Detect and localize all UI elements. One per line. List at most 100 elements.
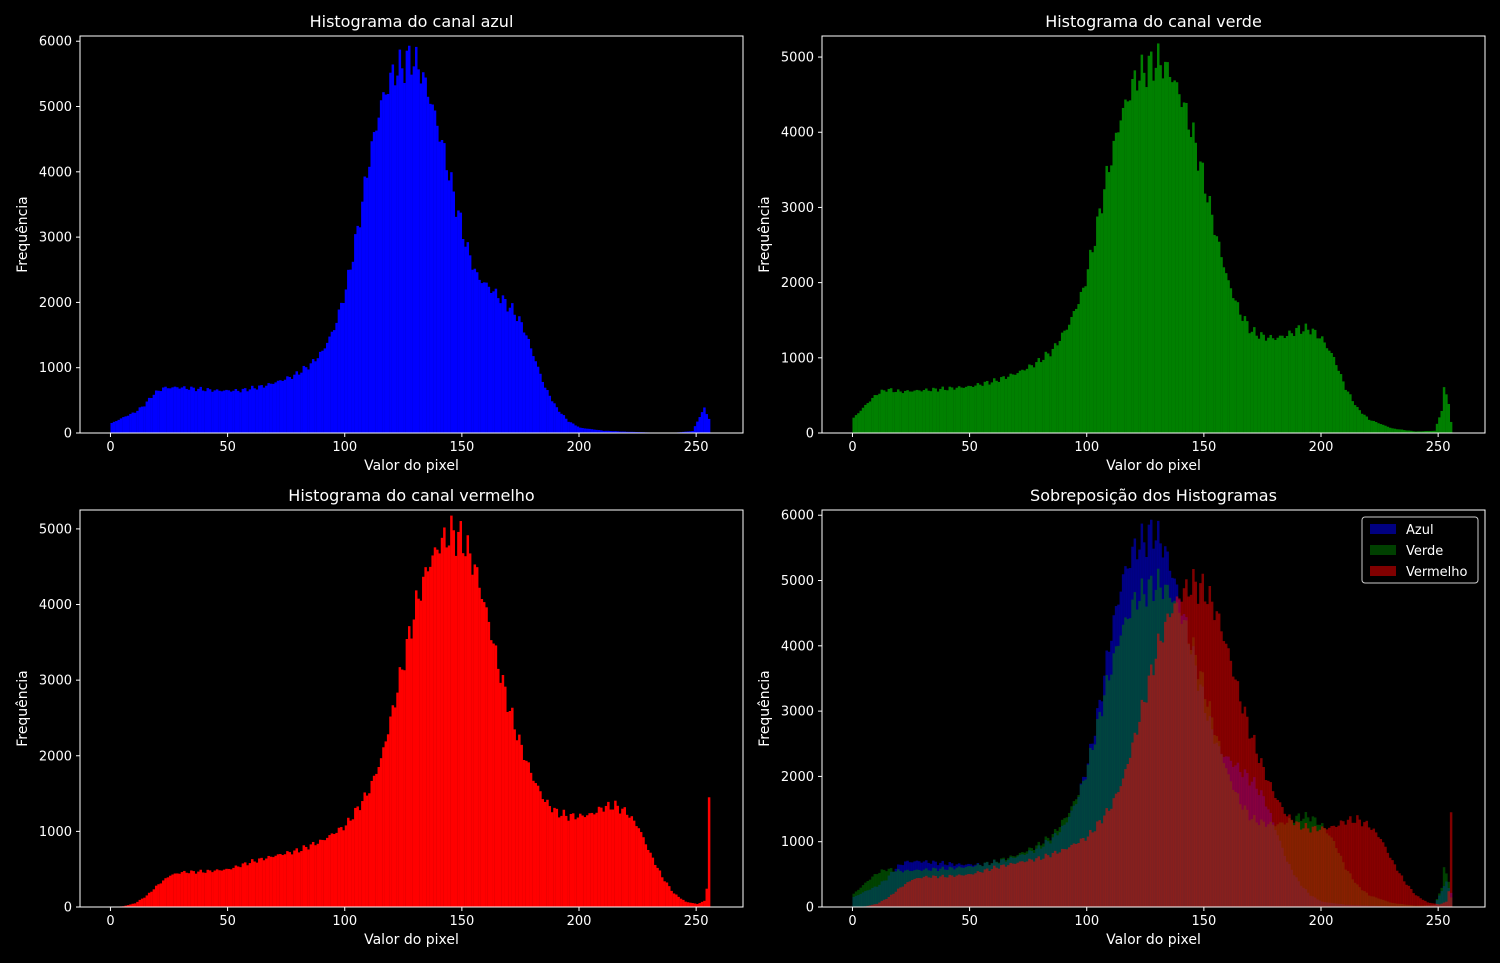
- histogram-bar: [686, 431, 690, 433]
- x-tick-label: 0: [848, 440, 856, 455]
- histogram-bar: [358, 810, 362, 907]
- axes-frame: [79, 35, 744, 434]
- histogram-bar: [875, 395, 879, 433]
- histogram-bar: [581, 815, 584, 907]
- histogram-bar: [227, 390, 231, 433]
- histogram-bar: [1321, 336, 1324, 433]
- histogram-bar: [386, 93, 390, 433]
- histogram-bar: [880, 900, 884, 907]
- y-tick-label: 4000: [39, 598, 72, 613]
- histogram-bar: [894, 871, 898, 907]
- histogram-bar: [178, 873, 181, 907]
- histogram-bar: [225, 868, 228, 907]
- histogram-bar: [433, 547, 437, 907]
- histogram-bar: [1086, 764, 1090, 907]
- histogram-bar: [368, 793, 371, 907]
- histogram-bar: [450, 515, 453, 907]
- histogram-bar: [403, 83, 406, 433]
- histogram-bar: [1072, 311, 1076, 433]
- histogram-bar: [571, 423, 575, 433]
- histogram-bar: [1051, 348, 1055, 433]
- histogram-bar: [1447, 891, 1451, 907]
- histogram-bar: [586, 815, 589, 907]
- histogram-bar: [194, 391, 198, 433]
- histogram-bar: [1149, 664, 1153, 907]
- histogram-bar: [630, 816, 634, 907]
- histogram-bar: [693, 903, 697, 907]
- histogram-bar: [1278, 335, 1282, 433]
- histogram-bar: [1215, 236, 1219, 433]
- x-tick-label: 100: [1074, 914, 1099, 929]
- histogram-bar: [1056, 345, 1059, 433]
- histogram-bar: [1168, 617, 1172, 907]
- histogram-bar: [447, 180, 451, 433]
- histogram-bar: [668, 886, 671, 907]
- histogram-bar: [576, 817, 580, 907]
- histogram-bar: [1414, 431, 1418, 433]
- histogram-bar: [1016, 862, 1019, 907]
- histogram-bar: [1121, 624, 1125, 907]
- histogram-bar: [1192, 569, 1195, 907]
- histogram-bar: [964, 386, 968, 433]
- histogram-bar: [857, 889, 860, 907]
- histogram-bar: [896, 888, 900, 907]
- legend-label: Verde: [1406, 544, 1443, 559]
- histogram-bar: [337, 827, 341, 907]
- histogram-bar: [1445, 901, 1448, 907]
- histogram-bar: [976, 871, 980, 907]
- histogram-bar: [115, 421, 118, 433]
- histogram-bar: [1206, 202, 1209, 433]
- legend-swatch: [1370, 524, 1396, 534]
- histogram-bar: [1234, 679, 1237, 907]
- histogram-bar: [1142, 701, 1146, 907]
- histogram-bar: [429, 566, 432, 907]
- histogram-bar: [997, 868, 1001, 907]
- histogram-bar: [309, 363, 313, 433]
- histogram-bar: [1114, 132, 1118, 433]
- histogram-bar: [1433, 903, 1436, 907]
- histogram-bar: [1414, 895, 1418, 907]
- histogram-bar: [136, 410, 139, 433]
- histogram-bar: [1084, 840, 1087, 907]
- histogram-bar: [953, 389, 956, 433]
- histogram-bar: [255, 862, 259, 907]
- histogram-bar: [1002, 864, 1005, 907]
- histogram-bar: [201, 390, 205, 433]
- histogram-bar: [204, 872, 207, 907]
- histogram-bar: [129, 904, 132, 907]
- histogram-bar: [632, 820, 636, 907]
- histogram-bar: [1021, 369, 1024, 433]
- histogram-bar: [227, 868, 231, 907]
- histogram-bar: [112, 421, 116, 433]
- histogram-bar: [1206, 604, 1209, 907]
- histogram-bar: [684, 901, 687, 907]
- histogram-bar: [1215, 611, 1219, 907]
- histogram-bar: [1299, 829, 1303, 907]
- axes-frame: [821, 509, 1486, 908]
- histogram-bar: [386, 734, 390, 907]
- histogram-bar: [1171, 82, 1174, 434]
- histogram-bar: [1103, 189, 1106, 433]
- histogram-bar: [400, 669, 404, 907]
- histogram-bar: [1255, 753, 1258, 907]
- histogram-bar: [438, 141, 441, 433]
- histogram-bar: [536, 785, 540, 907]
- histogram-bar: [487, 621, 491, 907]
- histogram-bar: [464, 556, 467, 907]
- histogram-bar: [885, 898, 888, 907]
- histogram-bar: [377, 117, 381, 434]
- histogram-bar: [993, 865, 996, 907]
- histogram-bar: [183, 386, 186, 433]
- histogram-bar: [267, 383, 270, 433]
- histogram-bar: [1063, 849, 1066, 907]
- histogram-bar: [976, 383, 980, 433]
- histogram-bar: [604, 430, 608, 433]
- histogram-bar: [1004, 866, 1008, 907]
- histogram-bar: [1208, 196, 1212, 433]
- y-tick-label: 0: [64, 427, 72, 442]
- histogram-bar: [1410, 430, 1413, 433]
- histogram-bar: [649, 852, 652, 907]
- histogram-bar: [1220, 257, 1223, 433]
- histogram-bar: [1105, 165, 1108, 433]
- histogram-bar: [347, 817, 350, 907]
